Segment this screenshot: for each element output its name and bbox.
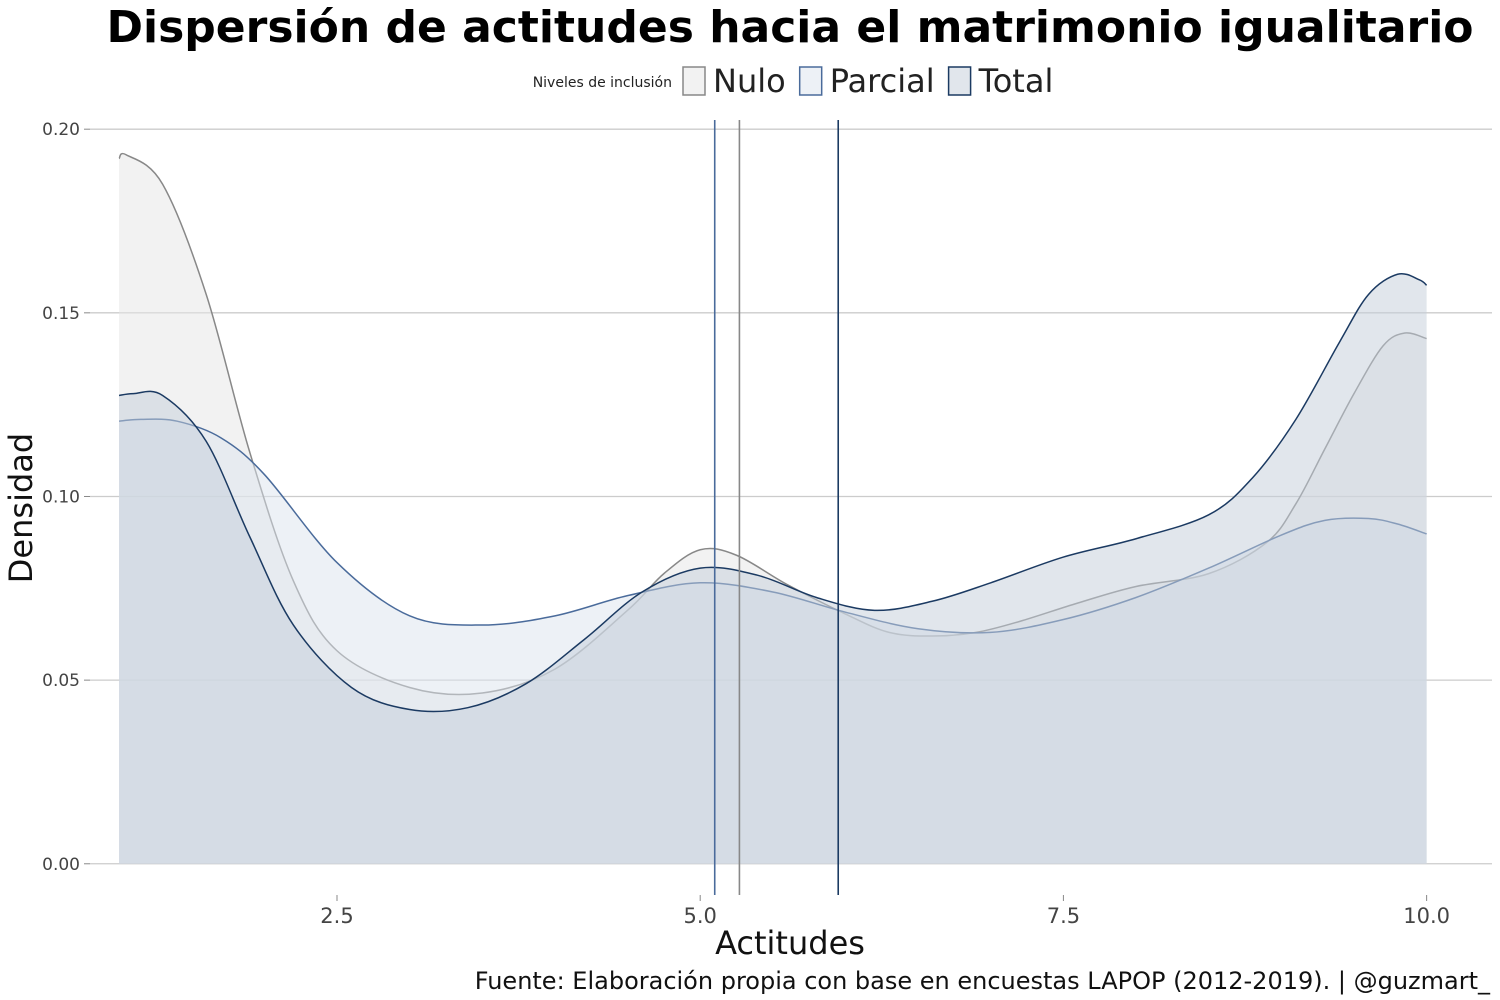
legend-label-total: Total <box>978 62 1054 100</box>
legend-key-parcial <box>798 66 823 96</box>
x-tick-label: 7.5 <box>1047 904 1080 928</box>
x-axis-title: Actitudes <box>715 924 865 962</box>
y-axis-title: Densidad <box>2 433 40 583</box>
chart-caption: Fuente: Elaboración propia con base en e… <box>475 967 1491 995</box>
legend-key-nulo <box>682 66 706 96</box>
x-tick-label: 10.0 <box>1403 904 1450 928</box>
legend-label-nulo: Nulo <box>713 62 786 100</box>
x-tick-label: 5.0 <box>683 904 716 928</box>
legend: Niveles de inclusión Nulo Parcial Total <box>533 62 1054 100</box>
mean-lines <box>713 120 840 895</box>
x-tick-label: 2.5 <box>320 904 353 928</box>
chart-title: Dispersión de actitudes hacia el matrimo… <box>106 2 1473 53</box>
y-axis: 0.00 0.05 0.10 0.15 0.20 <box>42 120 90 875</box>
y-tick-label: 0.05 <box>42 671 80 691</box>
y-tick-label: 0.15 <box>42 304 80 324</box>
density-line-total <box>118 272 1428 713</box>
density-area-total <box>119 273 1427 864</box>
x-axis: 2.5 5.0 7.5 10.0 <box>320 895 1450 928</box>
y-tick-label: 0.20 <box>42 120 80 140</box>
density-areas <box>118 152 1428 864</box>
y-tick-label: 0.10 <box>42 487 80 507</box>
legend-title: Niveles de inclusión <box>533 75 672 91</box>
y-tick-label: 0.00 <box>42 855 80 875</box>
legend-key-total <box>947 66 972 96</box>
legend-label-parcial: Parcial <box>830 62 935 100</box>
